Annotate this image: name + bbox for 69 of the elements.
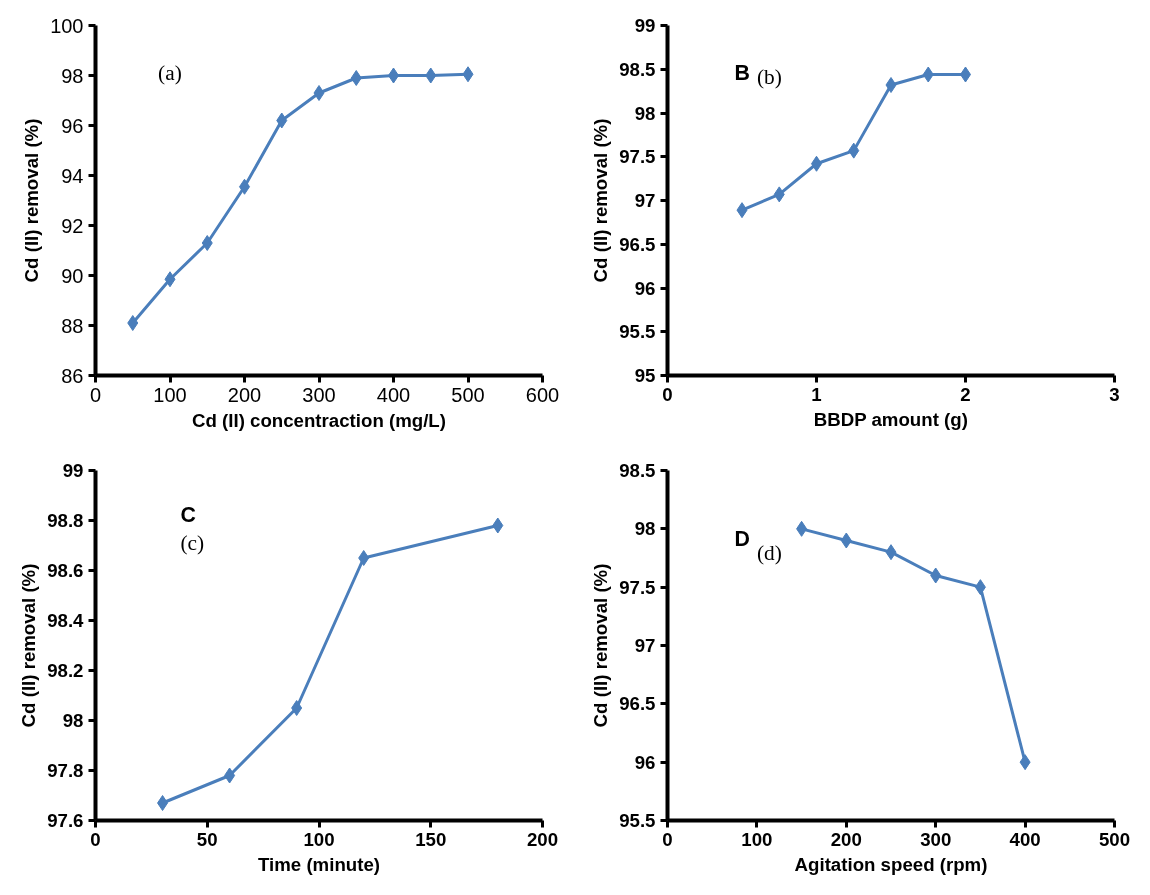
x-axis-title: Time (minute) (258, 853, 380, 875)
x-tick-label: 0 (662, 383, 673, 405)
x-tick-label: 200 (526, 828, 559, 850)
y-tick-label: 96 (634, 277, 656, 299)
y-tick-label: 98 (62, 710, 84, 731)
annotation: (d) (756, 541, 782, 565)
y-tick-label: 86 (61, 364, 84, 387)
x-tick-label: 150 (415, 828, 447, 850)
y-axis-title: Cd (II) removal (%) (590, 118, 612, 283)
y-tick-label: 88 (61, 314, 84, 337)
x-tick-label: 1 (811, 383, 822, 405)
y-tick-label: 99 (634, 15, 656, 36)
x-tick-label: 2 (960, 383, 971, 405)
x-tick-label: 600 (525, 383, 560, 406)
y-tick-label: 96.5 (619, 233, 656, 255)
x-tick-label: 200 (830, 828, 862, 850)
x-tick-label: 100 (303, 828, 335, 850)
y-tick-label: 97.8 (47, 760, 84, 781)
x-axis-title: Cd (II) concentraction (mg/L) (192, 409, 446, 431)
x-tick-label: 3 (1109, 383, 1120, 405)
x-tick-label: 0 (662, 828, 673, 850)
x-axis-title: Agitation speed (rpm) (794, 853, 988, 875)
y-tick-label: 98.5 (619, 460, 656, 481)
y-tick-label: 97.5 (619, 576, 656, 598)
annotation: D (734, 527, 750, 551)
annotation: (b) (756, 64, 782, 89)
x-tick-label: 400 (376, 383, 411, 406)
x-tick-label: 200 (227, 383, 262, 406)
y-tick-label: 97.6 (47, 810, 84, 831)
x-tick-label: 100 (741, 828, 773, 850)
annotation: C (180, 502, 196, 527)
x-tick-label: 400 (1009, 828, 1041, 850)
x-tick-label: 0 (90, 828, 101, 850)
y-tick-label: 90 (61, 264, 84, 287)
y-tick-label: 99 (62, 460, 84, 481)
annotation: (c) (180, 530, 205, 555)
y-tick-label: 95.5 (619, 321, 656, 343)
y-tick-label: 98 (634, 102, 656, 124)
x-tick-label: 500 (451, 383, 485, 406)
y-tick-label: 97 (634, 635, 656, 656)
y-axis-title: Cd (II) removal (%) (18, 563, 40, 728)
y-tick-label: 94 (61, 164, 84, 187)
y-tick-label: 96 (61, 114, 84, 137)
y-tick-label: 95.5 (619, 810, 656, 831)
y-tick-label: 98 (61, 64, 84, 87)
y-tick-label: 98.6 (47, 560, 84, 581)
y-axis-title: Cd (II) removal (%) (21, 118, 43, 283)
y-tick-label: 97 (634, 190, 656, 211)
y-tick-label: 98 (634, 518, 656, 540)
y-tick-label: 100 (50, 14, 84, 37)
x-tick-label: 300 (302, 383, 336, 406)
annotation: (a) (158, 61, 182, 85)
x-tick-label: 0 (89, 383, 102, 406)
y-tick-label: 97.5 (619, 146, 656, 168)
x-tick-label: 100 (153, 383, 187, 406)
x-axis-title: BBDP amount (g) (813, 408, 968, 430)
y-tick-label: 96 (634, 751, 656, 773)
y-tick-label: 98.8 (47, 510, 84, 531)
x-tick-label: 50 (196, 828, 218, 850)
y-tick-label: 98.4 (47, 610, 85, 631)
x-tick-label: 300 (920, 828, 952, 850)
y-tick-label: 95 (634, 365, 656, 386)
y-axis-title: Cd (II) removal (%) (590, 563, 612, 728)
x-tick-label: 500 (1098, 828, 1131, 850)
y-tick-label: 98.2 (47, 660, 84, 681)
annotation: B (734, 61, 750, 85)
y-tick-label: 96.5 (619, 693, 656, 715)
y-tick-label: 98.5 (619, 58, 656, 80)
y-tick-label: 92 (61, 214, 84, 237)
